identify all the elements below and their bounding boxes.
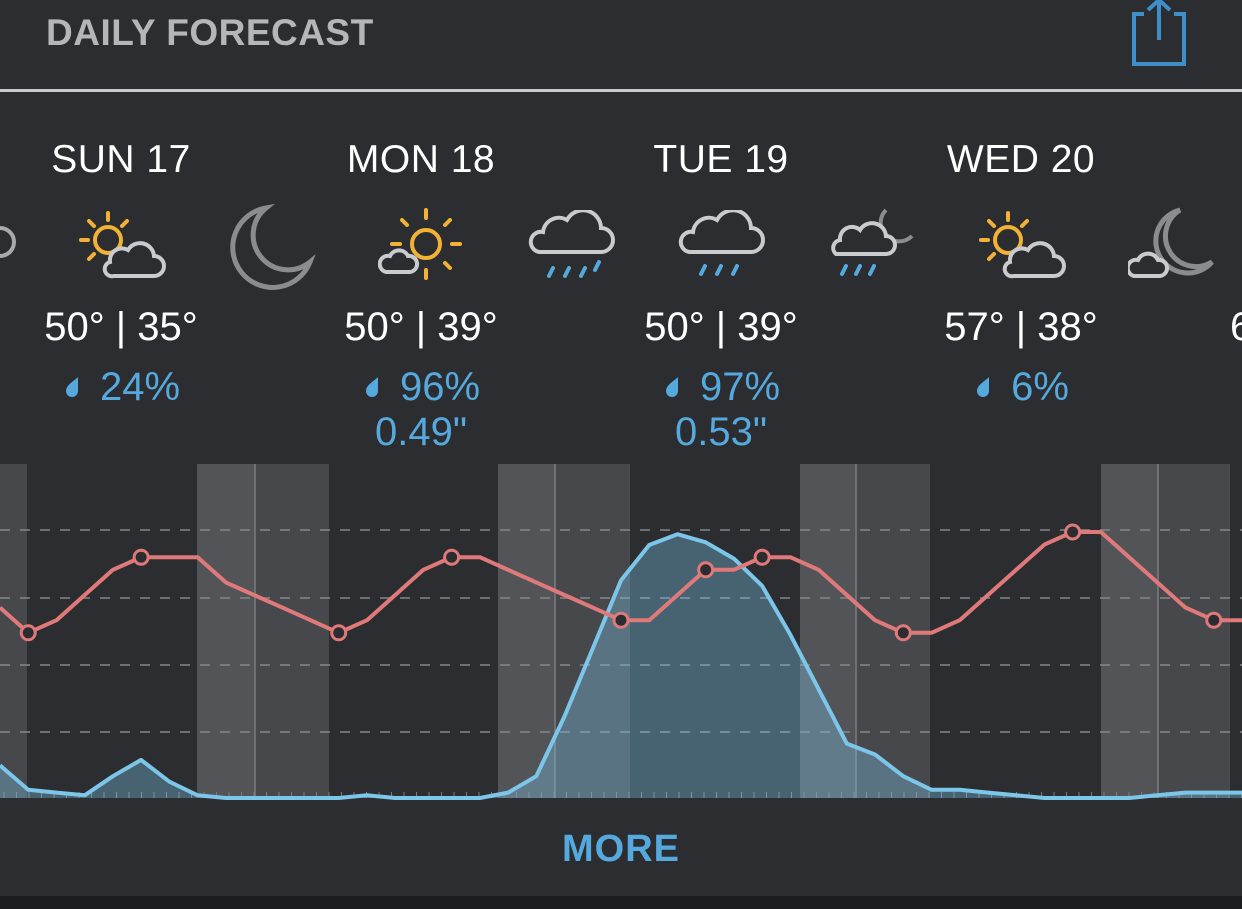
raindrop-icon xyxy=(365,377,378,398)
temp-high-marker xyxy=(697,561,715,579)
precip-chance: 96% xyxy=(271,365,571,410)
temps: 50° | 39° xyxy=(644,305,798,349)
precip-value: 6% xyxy=(1011,365,1069,409)
temp-low-marker xyxy=(894,624,912,642)
temp-low-marker xyxy=(1205,611,1223,629)
temp-high-marker xyxy=(443,548,461,566)
twilight-band xyxy=(197,464,255,798)
temps: 50° | 39° xyxy=(344,305,498,349)
raindrop-icon xyxy=(665,377,678,398)
day-label: TUE 19 xyxy=(653,138,789,181)
header: DAILY FORECAST xyxy=(0,0,1242,90)
more-bar: MORE xyxy=(0,800,1242,896)
temps: 50° | 35° xyxy=(44,305,198,349)
sunny-icon xyxy=(378,208,462,280)
day-label: MON 18 xyxy=(346,138,496,181)
temp-high-marker xyxy=(1064,523,1082,541)
share-icon xyxy=(1132,0,1186,66)
rain-icon xyxy=(678,210,765,276)
partly-sunny-icon xyxy=(979,211,1066,279)
partly-cloudy-night-icon xyxy=(1128,207,1214,278)
precip-value: 97% xyxy=(699,365,781,409)
day-label: SUN 17 xyxy=(51,138,191,181)
precip-chance: 97% xyxy=(571,365,871,410)
temp-low-marker xyxy=(612,611,630,629)
precip-chance: 24% xyxy=(0,365,271,410)
precip-area xyxy=(0,534,1242,798)
temp-high-marker xyxy=(753,548,771,566)
precip-line xyxy=(0,532,1242,800)
temp-low-marker xyxy=(330,624,348,642)
day-strip: SUN 17 50° | 35° 24% MON 18 50° | 39° 96… xyxy=(0,92,1242,464)
precip-value: 24% xyxy=(99,365,181,409)
page-title: DAILY FORECAST xyxy=(46,12,374,53)
partial-weather-icon xyxy=(0,226,16,258)
precip-chance: 6% xyxy=(871,365,1171,410)
share-button[interactable] xyxy=(1126,0,1192,72)
day-label: WED 20 xyxy=(946,138,1096,181)
raindrop-icon xyxy=(65,377,78,398)
precip-amount: 0.49" xyxy=(374,410,468,454)
moon-icon xyxy=(230,203,316,290)
night-rain-icon xyxy=(831,208,914,276)
hourly-chart xyxy=(0,464,1242,800)
bottom-strip xyxy=(0,896,1242,909)
temps: 57° | 38° xyxy=(944,305,1098,349)
header-divider xyxy=(0,89,1242,92)
precip-value: 96% xyxy=(399,365,481,409)
twilight-band xyxy=(498,464,555,798)
raindrop-icon xyxy=(977,377,990,398)
chart-svg xyxy=(0,464,1242,800)
more-button[interactable]: MORE xyxy=(562,828,680,870)
temp-high-marker xyxy=(132,548,150,566)
next-day-temp-partial: 6 xyxy=(1230,305,1242,349)
twilight-band xyxy=(1101,464,1158,798)
rain-icon xyxy=(528,210,615,278)
temp-low-marker xyxy=(19,624,37,642)
precip-amount: 0.53" xyxy=(674,410,768,454)
partly-sunny-icon xyxy=(79,211,166,279)
